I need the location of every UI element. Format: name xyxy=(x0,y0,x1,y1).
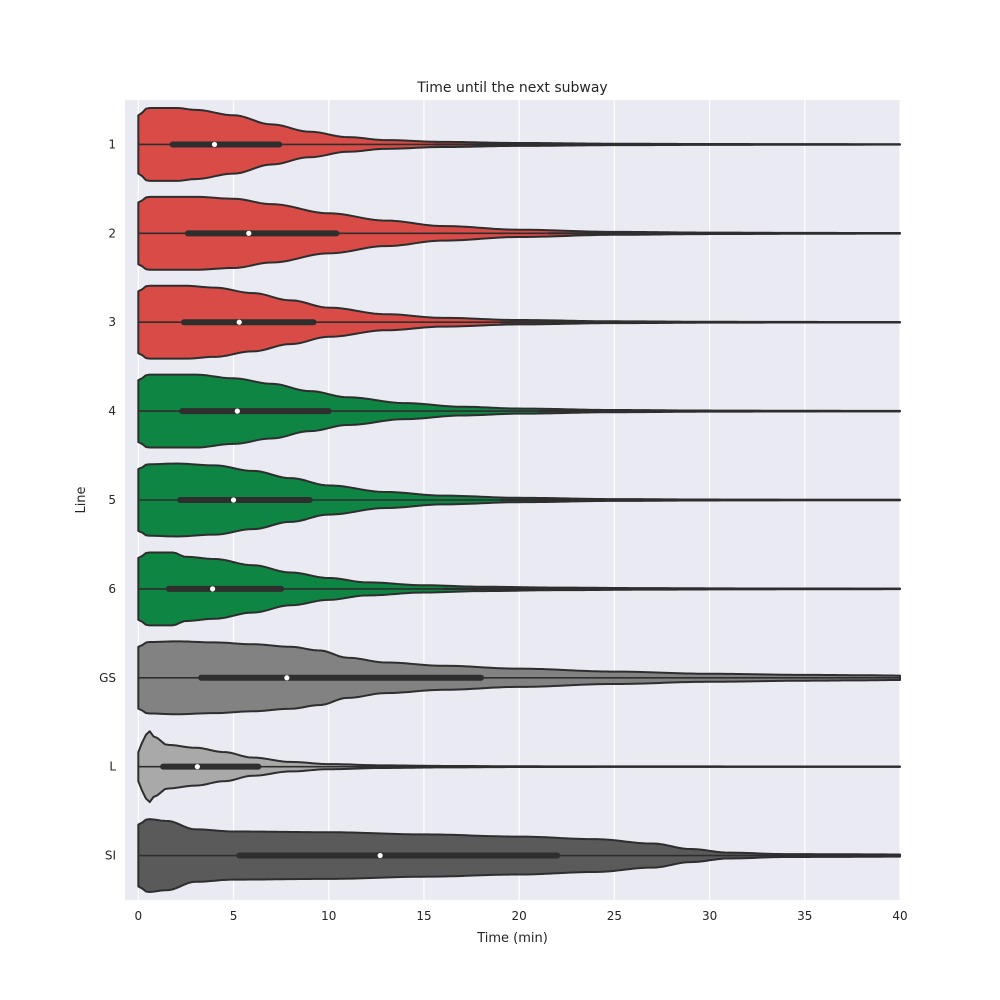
violin-line-4 xyxy=(137,373,901,449)
violin-line-2 xyxy=(137,195,901,271)
y-tick-label-2: 2 xyxy=(108,226,116,240)
x-tick-label: 0 xyxy=(135,909,143,923)
x-tick-label: 40 xyxy=(892,909,907,923)
violin-line-6 xyxy=(137,551,901,627)
y-tick-label-GS: GS xyxy=(99,671,116,685)
x-tick-label: 35 xyxy=(797,909,812,923)
violin-line-1 xyxy=(137,107,901,182)
y-tick-label-L: L xyxy=(109,760,116,774)
violin-median-dot xyxy=(230,497,237,503)
violin-line-L xyxy=(137,730,901,804)
violin-median-dot xyxy=(194,764,200,770)
x-axis-label: Time (min) xyxy=(476,931,548,946)
violin-median-dot xyxy=(234,408,240,414)
x-axis-ticks: 0 5 10 15 20 25 30 35 40 xyxy=(135,909,908,923)
y-tick-label-SI: SI xyxy=(105,849,116,863)
x-tick-label: 10 xyxy=(321,909,336,923)
y-axis-ticks: 1 2 3 4 5 6 GS L SI xyxy=(99,137,116,862)
x-tick-label: 20 xyxy=(512,909,527,923)
violins xyxy=(137,107,901,893)
violin-line-SI xyxy=(137,818,901,893)
x-tick-label: 25 xyxy=(607,909,622,923)
violin-line-3 xyxy=(137,284,901,360)
x-tick-label: 5 xyxy=(230,909,238,923)
x-tick-label: 30 xyxy=(702,909,717,923)
y-axis-label: Line xyxy=(74,486,89,513)
violin-median-dot xyxy=(209,586,216,592)
violin-median-dot xyxy=(284,675,290,681)
violin-line-5 xyxy=(137,462,901,538)
violin-median-dot xyxy=(377,852,383,859)
y-tick-label-6: 6 xyxy=(108,582,116,596)
y-tick-label-4: 4 xyxy=(108,404,116,418)
y-tick-label-3: 3 xyxy=(108,315,116,329)
violin-line-GS xyxy=(137,640,901,716)
y-tick-label-5: 5 xyxy=(108,493,116,507)
violin-median-dot xyxy=(211,141,218,148)
violin-median-dot xyxy=(246,230,252,236)
chart-title: Time until the next subway xyxy=(416,80,607,96)
y-tick-label-1: 1 xyxy=(108,137,116,151)
x-tick-label: 15 xyxy=(416,909,431,923)
violin-median-dot xyxy=(236,319,242,325)
